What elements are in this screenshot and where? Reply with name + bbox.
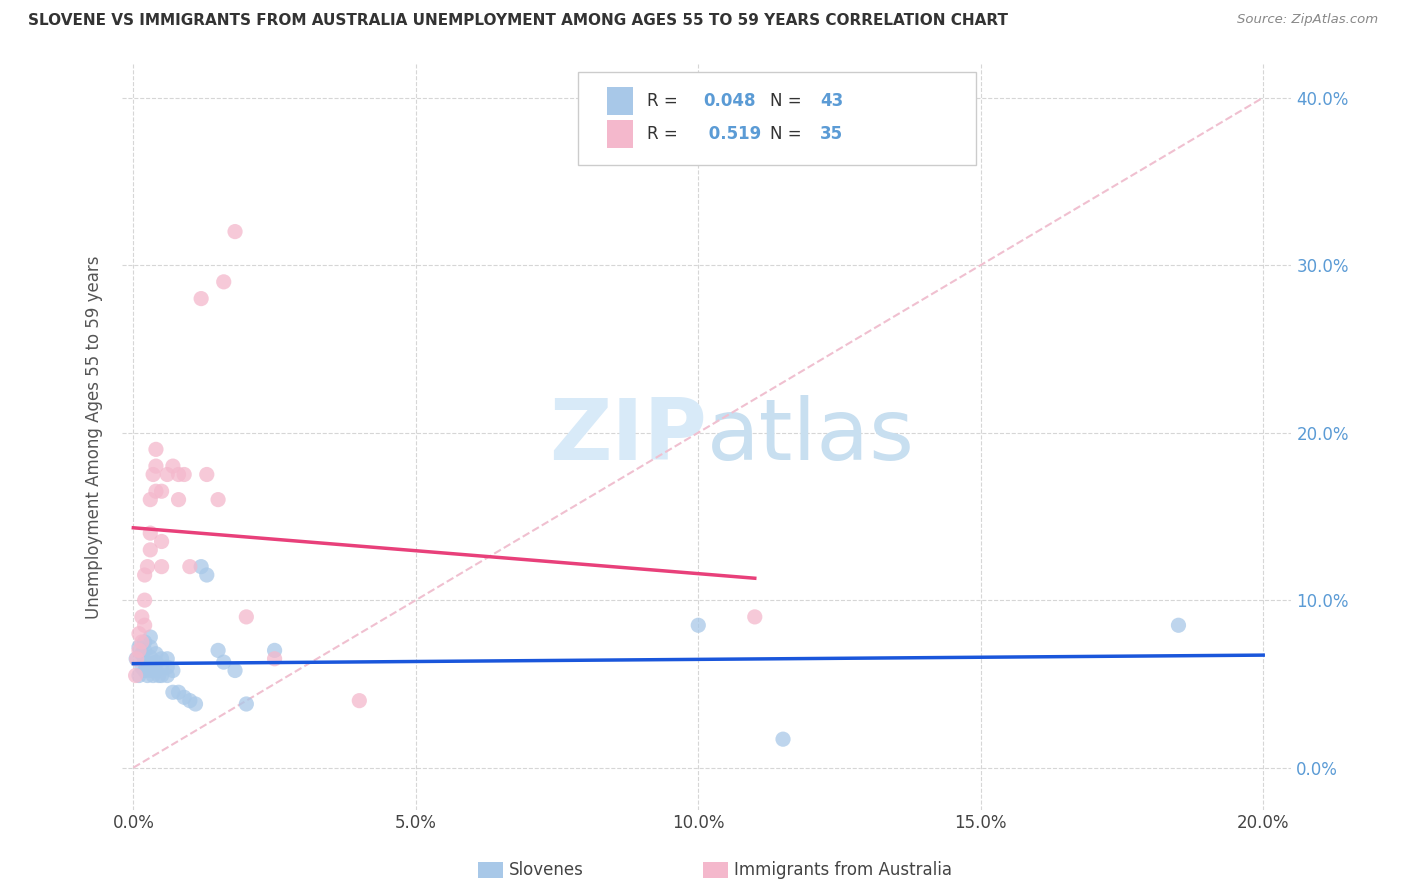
Point — [131, 610, 153, 624]
Text: Immigrants from Australia: Immigrants from Australia — [734, 861, 952, 879]
Point — [134, 568, 156, 582]
Point — [139, 657, 162, 671]
Text: Source: ZipAtlas.com: Source: ZipAtlas.com — [1237, 13, 1378, 27]
Point — [128, 668, 150, 682]
Point — [139, 526, 162, 541]
Point — [145, 647, 167, 661]
Point — [688, 618, 710, 632]
Point — [224, 664, 246, 678]
Point — [134, 593, 156, 607]
Point — [139, 650, 162, 665]
Text: atlas: atlas — [707, 395, 915, 478]
Point — [131, 660, 153, 674]
Point — [134, 643, 156, 657]
Point — [145, 664, 167, 678]
Text: 43: 43 — [820, 93, 844, 111]
Point — [179, 693, 201, 707]
Point — [235, 610, 257, 624]
Point — [136, 559, 159, 574]
Point — [139, 640, 162, 654]
Point — [173, 467, 195, 482]
Point — [207, 643, 229, 657]
Point — [145, 655, 167, 669]
Point — [190, 559, 212, 574]
Point — [167, 467, 190, 482]
Text: 35: 35 — [820, 125, 844, 143]
Point — [173, 690, 195, 705]
Text: 0.519: 0.519 — [703, 125, 762, 143]
Point — [142, 467, 165, 482]
Point — [162, 459, 184, 474]
Point — [145, 442, 167, 457]
Point — [167, 685, 190, 699]
Point — [349, 693, 371, 707]
Point — [156, 668, 179, 682]
Text: ZIP: ZIP — [548, 395, 707, 478]
Point — [263, 643, 285, 657]
Point — [139, 664, 162, 678]
Point — [128, 640, 150, 654]
Point — [195, 467, 218, 482]
Point — [156, 652, 179, 666]
Point — [150, 534, 173, 549]
Point — [136, 657, 159, 671]
Point — [156, 660, 179, 674]
FancyBboxPatch shape — [578, 71, 976, 165]
Point — [150, 660, 173, 674]
Point — [142, 668, 165, 682]
Point — [139, 630, 162, 644]
Point — [136, 668, 159, 682]
Text: R =: R = — [647, 93, 683, 111]
Point — [224, 225, 246, 239]
Point — [190, 292, 212, 306]
Point — [150, 652, 173, 666]
Point — [131, 635, 153, 649]
Point — [128, 643, 150, 657]
Point — [150, 484, 173, 499]
Point — [207, 492, 229, 507]
Point — [145, 459, 167, 474]
Point — [212, 655, 235, 669]
Point — [1167, 618, 1189, 632]
Bar — [607, 87, 633, 115]
Point — [125, 652, 148, 666]
Text: R =: R = — [647, 125, 683, 143]
Point — [139, 492, 162, 507]
Point — [150, 668, 173, 682]
Point — [128, 626, 150, 640]
Text: 0.048: 0.048 — [703, 93, 756, 111]
Point — [772, 732, 794, 747]
Point — [134, 635, 156, 649]
Point — [263, 652, 285, 666]
Point — [131, 647, 153, 661]
Point — [184, 697, 207, 711]
Point — [167, 492, 190, 507]
Text: Slovenes: Slovenes — [509, 861, 583, 879]
Point — [124, 668, 146, 682]
Text: N =: N = — [770, 125, 807, 143]
Point — [150, 559, 173, 574]
Point — [212, 275, 235, 289]
Text: SLOVENE VS IMMIGRANTS FROM AUSTRALIA UNEMPLOYMENT AMONG AGES 55 TO 59 YEARS CORR: SLOVENE VS IMMIGRANTS FROM AUSTRALIA UNE… — [28, 13, 1008, 29]
Point — [125, 652, 148, 666]
Point — [134, 664, 156, 678]
Point — [145, 484, 167, 499]
Point — [139, 542, 162, 557]
Bar — [607, 120, 633, 148]
Point — [195, 568, 218, 582]
Point — [744, 610, 766, 624]
Point — [156, 467, 179, 482]
Text: N =: N = — [770, 93, 807, 111]
Point — [162, 685, 184, 699]
Point — [134, 655, 156, 669]
Y-axis label: Unemployment Among Ages 55 to 59 years: Unemployment Among Ages 55 to 59 years — [86, 255, 103, 618]
Point — [134, 618, 156, 632]
Point — [235, 697, 257, 711]
Point — [179, 559, 201, 574]
Point — [148, 668, 170, 682]
Point — [162, 664, 184, 678]
